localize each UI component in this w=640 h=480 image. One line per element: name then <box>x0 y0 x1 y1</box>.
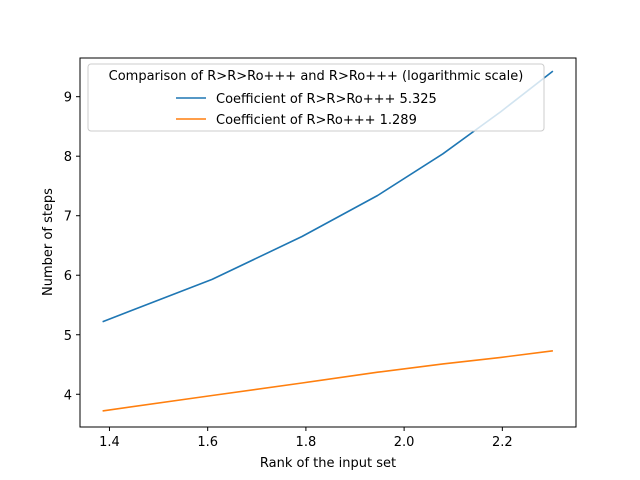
axes-frame <box>79 57 577 428</box>
y-axis-label: Number of steps <box>41 188 56 296</box>
y-tick-label: 4 <box>64 388 72 403</box>
legend-label-2: Coefficient of R>Ro+++ 1.289 <box>216 113 417 128</box>
x-axis-label: Rank of the input set <box>260 456 396 471</box>
x-tick-label: 1.8 <box>296 435 317 450</box>
legend-title: Comparison of R>R>Ro+++ and R>Ro+++ (log… <box>109 69 524 84</box>
legend: Comparison of R>R>Ro+++ and R>Ro+++ (log… <box>87 63 545 132</box>
y-tick-label: 8 <box>64 150 72 165</box>
x-tick-label: 2.2 <box>492 435 513 450</box>
y-tick-label: 5 <box>64 329 72 344</box>
y-tick-label: 6 <box>64 269 72 284</box>
x-tick-label: 1.4 <box>99 435 120 450</box>
y-tick-label: 7 <box>64 210 72 225</box>
tick-layer: 1.4 1.6 1.8 2.0 2.2 4 5 6 7 8 9 <box>64 91 513 450</box>
x-tick-label: 2.0 <box>394 435 415 450</box>
legend-label-1: Coefficient of R>R>Ro+++ 5.325 <box>216 92 437 107</box>
series-line-2 <box>102 350 554 412</box>
legend-box <box>87 63 545 132</box>
x-tick-label: 1.6 <box>197 435 218 450</box>
y-tick-label: 9 <box>64 91 72 106</box>
